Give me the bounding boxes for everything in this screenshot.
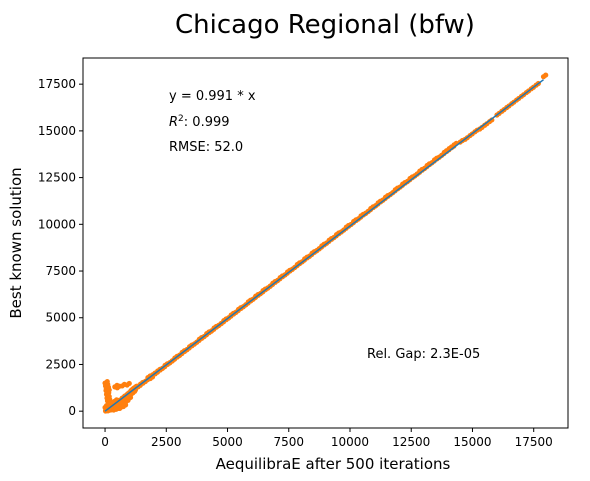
equation-annotation: y = 0.991 * x	[169, 89, 256, 104]
x-tick-label: 2500	[151, 435, 182, 449]
y-tick-label: 7500	[45, 264, 76, 278]
y-tick-label: 15000	[38, 124, 76, 138]
y-tick-label: 0	[68, 404, 76, 418]
data-point	[543, 72, 549, 78]
x-tick-label: 12500	[392, 435, 430, 449]
y-tick-label: 12500	[38, 171, 76, 185]
data-point	[126, 380, 132, 387]
regression-line	[104, 79, 544, 412]
regression-line-group	[104, 79, 544, 412]
rel-gap-annotation: Rel. Gap: 2.3E-05	[367, 347, 480, 362]
x-tick-label: 15000	[453, 435, 491, 449]
data-point	[106, 387, 112, 393]
x-tick-label: 7500	[273, 435, 304, 449]
y-axis-ticks: 0 2500 5000 7500 10000 12500 15000 17500	[38, 77, 83, 418]
x-tick-label: 5000	[212, 435, 243, 449]
r-squared-superscript: 2	[178, 114, 184, 124]
x-axis-ticks: 0 2500 5000 7500 10000 12500 15000 17500	[101, 428, 553, 449]
y-tick-label: 10000	[38, 217, 76, 231]
x-tick-label: 17500	[515, 435, 553, 449]
plot-frame	[82, 57, 569, 429]
x-axis-label: AequilibraE after 500 iterations	[216, 455, 451, 473]
x-tick-label: 10000	[331, 435, 369, 449]
y-tick-label: 17500	[38, 77, 76, 91]
y-tick-label: 2500	[45, 357, 76, 371]
rmse-annotation: RMSE: 52.0	[169, 140, 243, 155]
r-squared-annotation: R2: 0.999	[169, 114, 230, 130]
y-axis-label: Best known solution	[7, 167, 25, 318]
r-squared-value: : 0.999	[184, 115, 230, 130]
y-tick-label: 5000	[45, 311, 76, 325]
chart-title: Chicago Regional (bfw)	[175, 10, 475, 40]
x-tick-label: 0	[101, 435, 109, 449]
r-squared-symbol: R	[169, 115, 178, 130]
